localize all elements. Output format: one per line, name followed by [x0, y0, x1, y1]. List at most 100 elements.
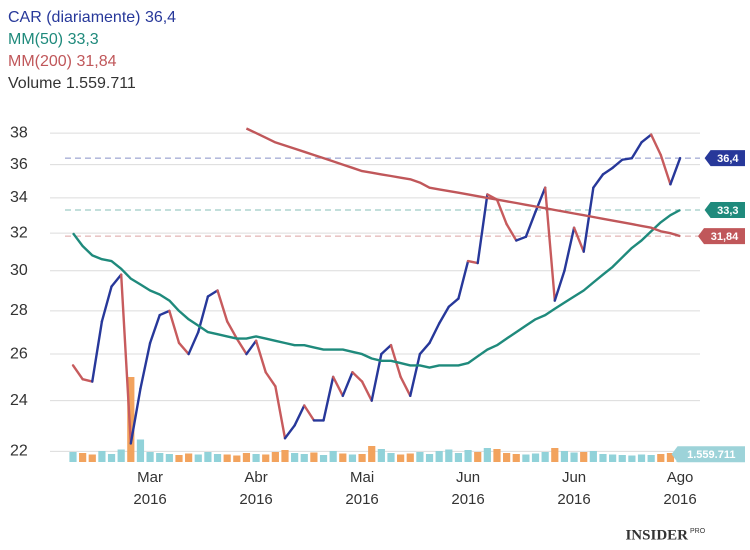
- volume-bar: [300, 454, 308, 462]
- y-tick-label: 26: [10, 345, 28, 362]
- price-segment: [649, 133, 662, 157]
- price-segment: [457, 259, 470, 300]
- price-segment: [601, 166, 614, 176]
- legend-value: 31,84: [76, 53, 116, 70]
- volume-bar: [156, 453, 164, 462]
- volume-bar: [233, 455, 241, 462]
- volume-bar: [425, 454, 434, 462]
- y-tick-label: 34: [10, 189, 28, 206]
- x-tick-label: Mai 2016: [345, 469, 378, 508]
- moving-average-line: [72, 208, 681, 369]
- volume-bar: [551, 448, 559, 462]
- volume-bar: [79, 453, 87, 462]
- volume-bar: [310, 452, 318, 462]
- price-segment: [476, 193, 489, 265]
- price-segment: [225, 320, 239, 340]
- volume-bar: [512, 454, 520, 462]
- volume-bar: [213, 454, 222, 462]
- legend-name: MM(50): [8, 31, 63, 48]
- price-segment: [168, 309, 181, 345]
- price-segment: [466, 259, 479, 265]
- price-segment: [515, 235, 528, 242]
- volume-tag-bg: [671, 446, 745, 463]
- price-segment: [351, 371, 364, 383]
- volume-bar: [348, 454, 357, 462]
- volume-bar: [464, 450, 472, 462]
- price-segment: [245, 339, 258, 356]
- last-value-tag: 31,84: [711, 231, 739, 243]
- price-segment: [505, 222, 518, 242]
- volume-bar: [503, 453, 511, 462]
- price-segment: [553, 269, 566, 302]
- volume-bar: [194, 454, 202, 462]
- price-segment: [81, 378, 94, 383]
- price-segment: [630, 141, 643, 160]
- price-segment: [293, 404, 306, 427]
- volume-bar: [69, 452, 77, 462]
- y-tick-label: 32: [10, 224, 28, 241]
- volume-bar: [637, 454, 646, 462]
- volume-bar: [483, 448, 491, 462]
- price-segment: [447, 297, 460, 308]
- legend-entry: MM(200) 31,84: [8, 53, 117, 70]
- volume-bar: [117, 449, 125, 462]
- volume-bar: [339, 453, 347, 462]
- volume-bar: [397, 454, 405, 462]
- price-segment: [360, 380, 373, 402]
- price-segment: [543, 186, 556, 302]
- volume-bar: [127, 377, 135, 462]
- price-segment: [409, 352, 422, 398]
- price-segment: [235, 337, 248, 356]
- volume-bar: [666, 453, 675, 462]
- volume-bar: [406, 453, 414, 462]
- volume-bar: [531, 453, 540, 462]
- price-segment: [148, 313, 161, 345]
- volume-bar: [647, 455, 655, 462]
- logo: INSIDER: [625, 527, 688, 543]
- y-tick-label: 30: [10, 262, 28, 279]
- legend-entry: MM(50) 33,3: [8, 31, 99, 48]
- logo-sup: PRO: [690, 528, 706, 535]
- volume-bar: [242, 453, 251, 462]
- price-segment: [669, 156, 682, 186]
- legend-value: 1.559.711: [66, 75, 136, 92]
- y-tick-label: 22: [10, 443, 28, 460]
- volume-bar: [657, 454, 665, 462]
- y-tick-label: 38: [10, 124, 28, 141]
- volume-bar: [329, 451, 337, 462]
- x-tick-label: Jun 2016: [451, 469, 484, 508]
- volume-bar: [599, 454, 607, 462]
- volume-bar: [435, 451, 443, 462]
- volume-bar: [445, 449, 453, 462]
- legend-value: 36,4: [145, 9, 176, 26]
- legend-entry: CAR (diariamente) 36,4: [8, 9, 176, 26]
- price-segment: [572, 226, 585, 253]
- volume-bar: [493, 449, 501, 462]
- price-segment: [71, 364, 84, 381]
- legend-value: 33,3: [68, 31, 99, 48]
- y-tick-label: 28: [10, 302, 28, 319]
- volume-bar: [291, 453, 299, 462]
- volume-bar: [618, 455, 626, 462]
- volume-bar: [136, 439, 145, 462]
- volume-bar: [589, 451, 597, 462]
- price-segment: [187, 330, 200, 356]
- volume-bar: [175, 455, 183, 462]
- volume-bar: [580, 452, 588, 462]
- volume-bar: [474, 452, 482, 462]
- volume-bar: [454, 453, 463, 462]
- volume-bar: [165, 454, 173, 462]
- x-tick-label: Abr 2016: [239, 469, 272, 508]
- y-tick-label: 36: [10, 156, 28, 173]
- legend-name: Volume: [8, 75, 61, 92]
- y-tick-label: 24: [10, 392, 28, 409]
- volume-bar: [107, 454, 116, 462]
- price-segment: [495, 198, 508, 226]
- moving-average-line: [245, 127, 681, 238]
- x-tick-label: Ago 2016: [663, 469, 696, 508]
- price-segment: [437, 305, 451, 325]
- last-value-tag-bg: [704, 150, 745, 167]
- price-segment: [640, 133, 653, 144]
